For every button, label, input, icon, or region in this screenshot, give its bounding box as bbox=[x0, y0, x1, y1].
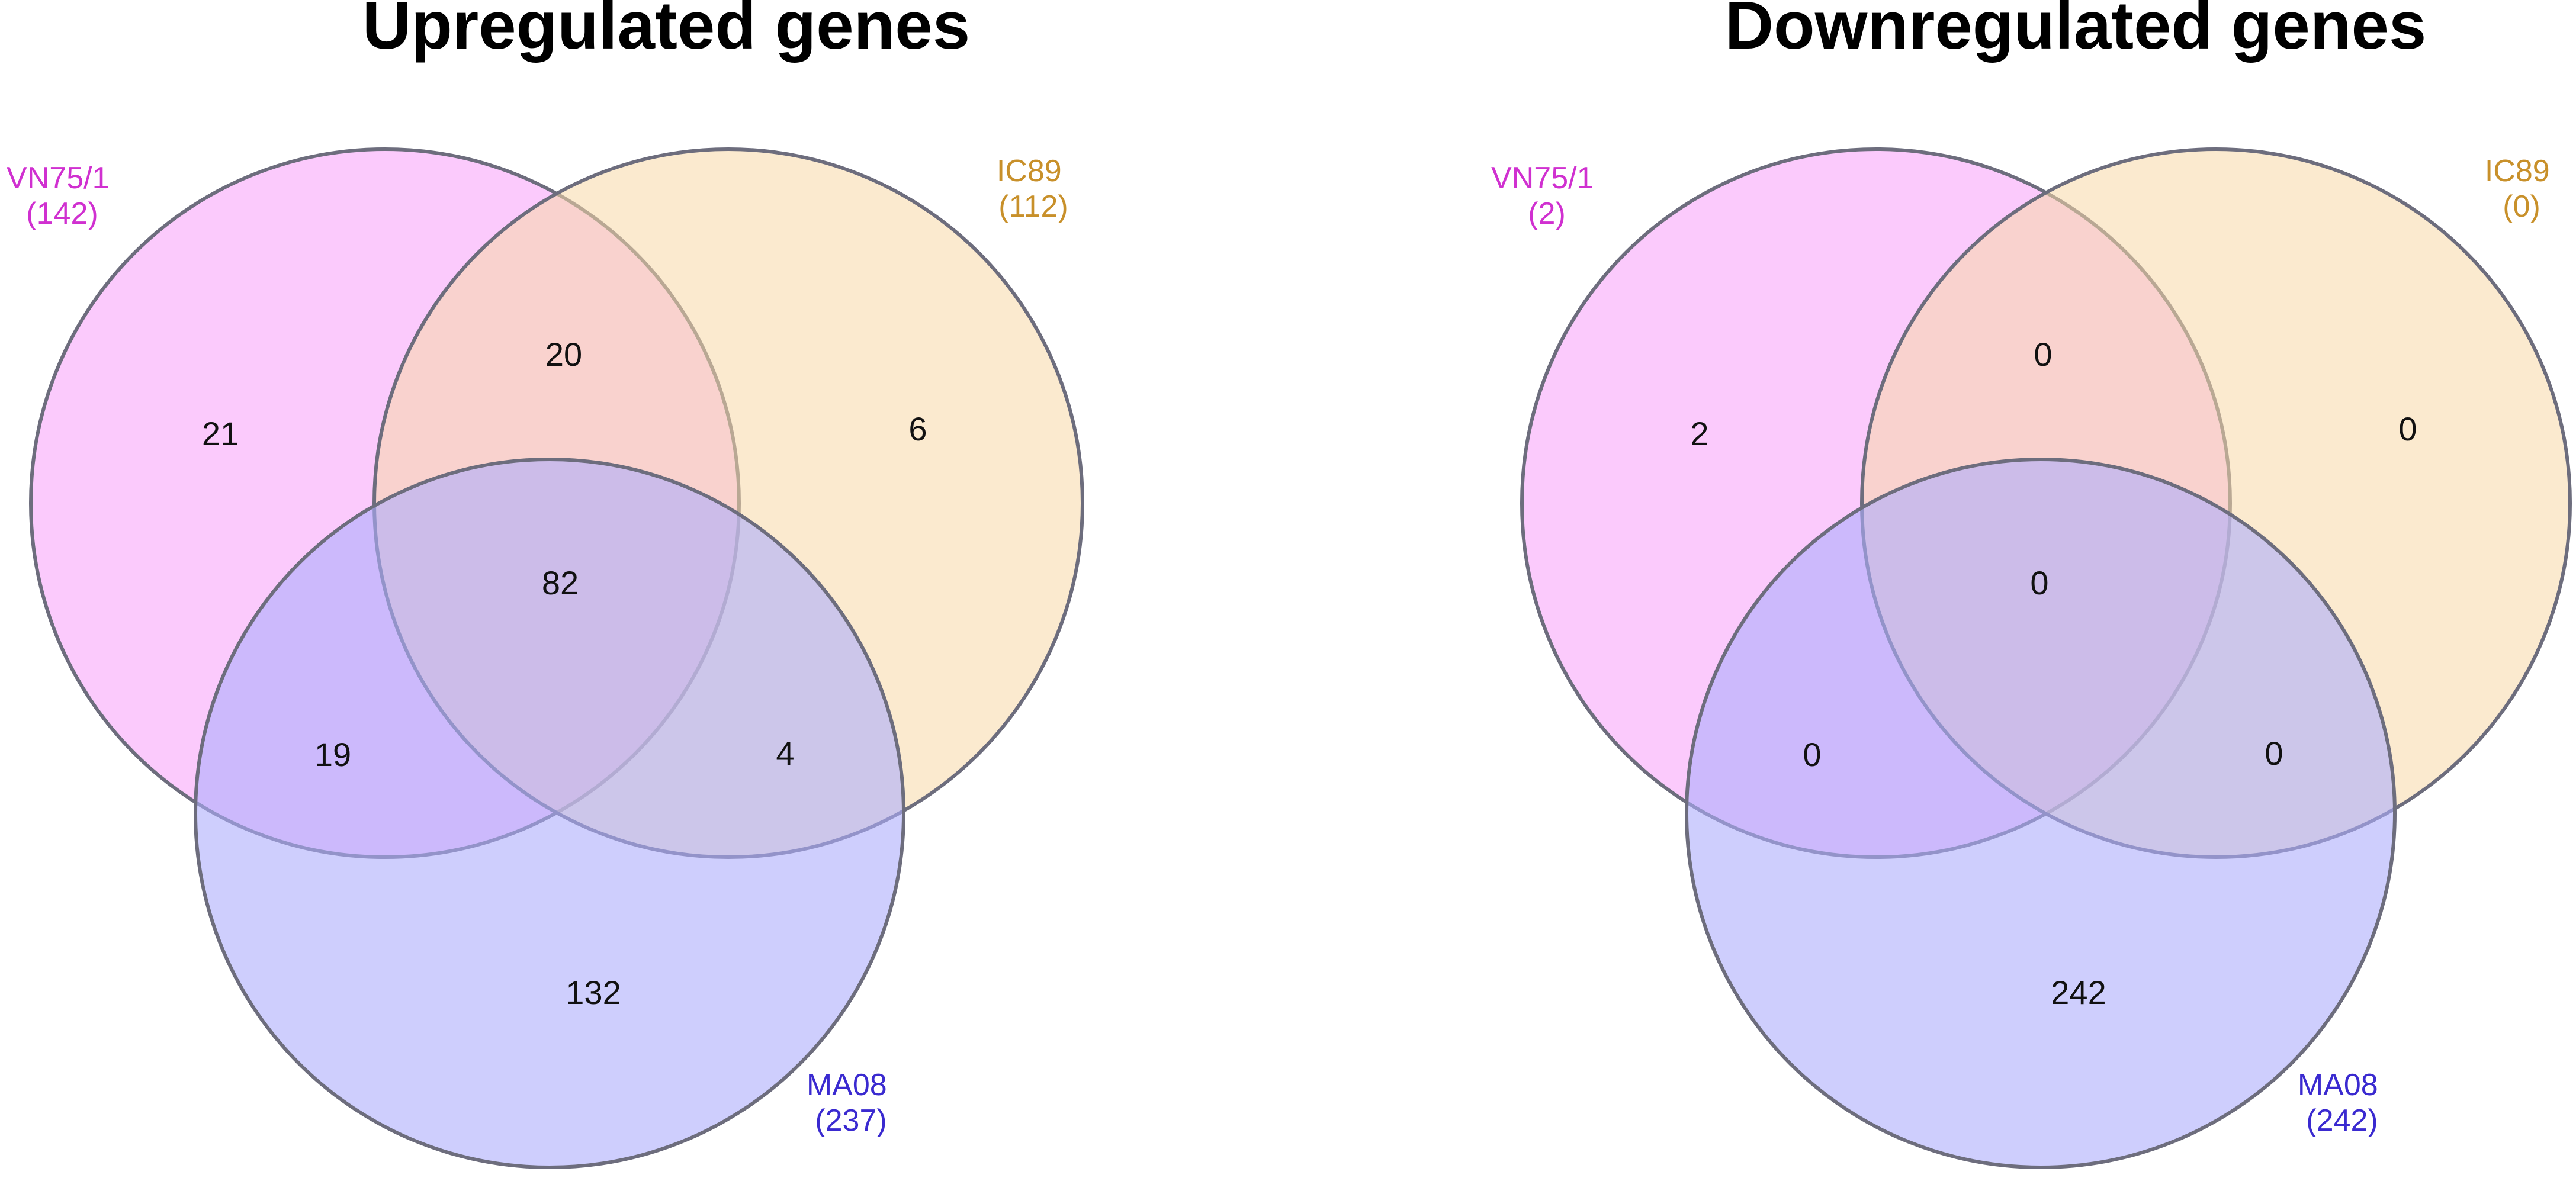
region-count-vn75-ic89: 0 bbox=[2034, 336, 2052, 373]
set-name-ic89: IC89 bbox=[2485, 154, 2550, 188]
set-count-vn75: (142) bbox=[26, 197, 98, 231]
region-count-ic89-ma08: 4 bbox=[776, 735, 794, 772]
set-label-ma08: MA08 (242) bbox=[2298, 1068, 2387, 1138]
set-count-ma08: (242) bbox=[2306, 1103, 2378, 1138]
set-label-ic89: IC89 (112) bbox=[997, 154, 1070, 224]
region-count-ma08-only: 242 bbox=[2051, 974, 2106, 1011]
venn-diagram-upregulated: Upregulated genes 21 6 132 20 19 4 82 VN… bbox=[7, 0, 1084, 1169]
set-name-vn75: VN75/1 bbox=[1491, 161, 1594, 195]
set-name-ma08: MA08 bbox=[2298, 1068, 2378, 1102]
region-count-vn75-only: 2 bbox=[1690, 415, 1708, 452]
region-count-vn75-only: 21 bbox=[202, 415, 239, 452]
region-count-all: 82 bbox=[542, 564, 579, 601]
set-label-vn75: VN75/1 (142) bbox=[7, 161, 118, 231]
set-name-ma08: MA08 bbox=[807, 1068, 887, 1102]
set-circle-ma08 bbox=[1685, 458, 2397, 1169]
set-circle-ma08 bbox=[194, 458, 905, 1169]
region-count-ic89-only: 0 bbox=[2398, 410, 2417, 448]
set-count-vn75: (2) bbox=[1528, 197, 1566, 231]
region-count-vn75-ic89: 20 bbox=[545, 336, 582, 373]
region-count-ma08-only: 132 bbox=[566, 974, 621, 1011]
diagram-title-downregulated: Downregulated genes bbox=[1725, 0, 2427, 63]
region-count-ic89-ma08: 0 bbox=[2265, 735, 2283, 772]
diagram-title-upregulated: Upregulated genes bbox=[362, 0, 970, 63]
set-label-ma08: MA08 (237) bbox=[807, 1068, 895, 1138]
set-label-ic89: IC89 (0) bbox=[2485, 154, 2558, 224]
set-label-vn75: VN75/1 (2) bbox=[1491, 161, 1602, 231]
region-count-vn75-ma08: 0 bbox=[1803, 736, 1821, 773]
set-count-ic89: (0) bbox=[2503, 189, 2540, 224]
venn-diagram-downregulated: Downregulated genes 2 0 242 0 0 0 0 VN75… bbox=[1491, 0, 2572, 1169]
set-count-ic89: (112) bbox=[998, 189, 1068, 224]
region-count-all: 0 bbox=[2030, 564, 2048, 601]
region-count-vn75-ma08: 19 bbox=[314, 736, 351, 773]
set-name-vn75: VN75/1 bbox=[7, 161, 109, 195]
region-count-ic89-only: 6 bbox=[908, 410, 927, 448]
set-count-ma08: (237) bbox=[815, 1103, 886, 1138]
set-name-ic89: IC89 bbox=[997, 154, 1062, 188]
